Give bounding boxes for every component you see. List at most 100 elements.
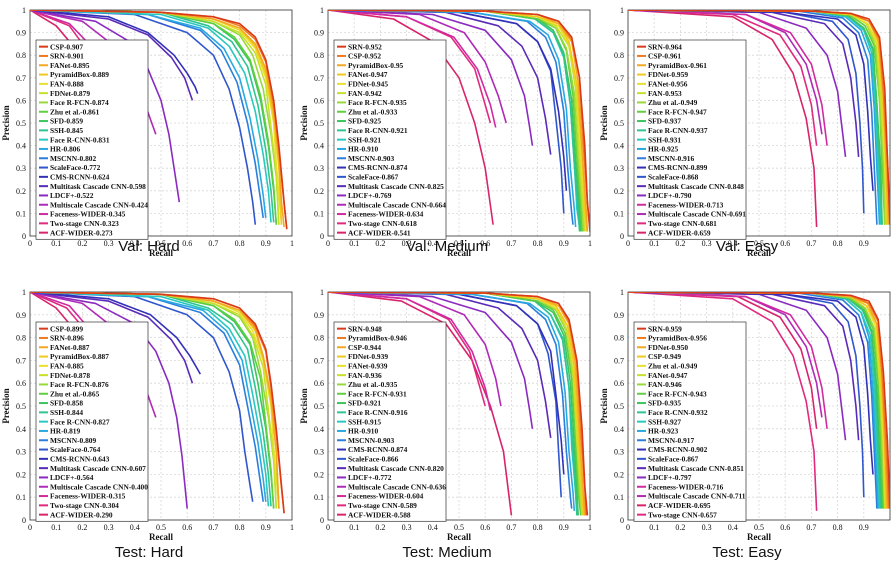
- series-line: [30, 292, 264, 502]
- legend-entry: FAN-0.953: [648, 89, 682, 98]
- legend-entry: Faceness-WIDER-0.716: [648, 482, 724, 491]
- x-tick-label: 0.4: [728, 523, 738, 532]
- chart-panel: 0 0.1 0.2 0.3 0.4 0.5 0.6 0.7 0.8 0.9 1 0 0.1 0.2 0.3 0…: [298, 284, 596, 568]
- legend-entry: SSH-0.927: [648, 417, 681, 426]
- y-tick-label: 0.8: [614, 51, 624, 60]
- legend-entry: MSCNN-0.802: [50, 154, 96, 163]
- series-line: [30, 10, 257, 225]
- x-tick-label: 0.2: [675, 523, 685, 532]
- y-tick-label: 0.6: [314, 96, 324, 105]
- y-tick-label: 0.4: [314, 425, 324, 434]
- legend-entry: CMS-RCNN-0.902: [648, 445, 708, 454]
- series-line: [30, 10, 288, 230]
- legend-entry: Face R-FCN-0.931: [348, 389, 407, 398]
- legend-entry: SRN-0.952: [348, 42, 382, 51]
- y-tick-label: 0.7: [16, 74, 26, 83]
- y-tick-label: 0.7: [314, 74, 324, 83]
- x-tick-label: 0.5: [754, 239, 764, 248]
- x-tick-label: 0.9: [261, 239, 271, 248]
- legend-entry: Face R-CNN-0.827: [50, 417, 110, 426]
- series-group: [328, 10, 590, 232]
- legend-entry: HR-0.923: [648, 427, 678, 436]
- legend-entry: MSCNN-0.809: [50, 436, 96, 445]
- y-tick-label: 1: [22, 288, 26, 297]
- legend-entry: Zhu et al.-0.935: [348, 380, 398, 389]
- legend-entry: SFD-0.937: [648, 117, 681, 126]
- pr-chart: 0 0.1 0.2 0.3 0.4 0.5 0.6 0.7 0.8 0.9 0 0.1 0.2 0.3 0.…: [599, 288, 891, 542]
- x-tick-label: 0.7: [208, 523, 218, 532]
- axes-frame: [29, 9, 293, 237]
- series-line: [30, 292, 201, 375]
- legend-entry: CMS-RCNN-0.899: [648, 163, 708, 172]
- y-tick-label: 0.3: [314, 448, 324, 457]
- legend-entry: Face R-CNN-0.916: [348, 408, 408, 417]
- legend-entry: ACF-WIDER-0.695: [648, 501, 711, 510]
- x-tick-label: 0: [626, 239, 630, 248]
- legend-entry: Multitask Cascade CNN-0.848: [648, 182, 744, 191]
- x-tick-label: 0.6: [182, 239, 192, 248]
- legend-entry: ScaleFace-0.867: [648, 454, 699, 463]
- x-tick-label: 0.7: [506, 239, 516, 248]
- legend-entry: SFD-0.935: [648, 399, 681, 408]
- legend-entry: FANet-0.939: [348, 361, 388, 370]
- legend-entry: SRN-0.901: [50, 52, 84, 61]
- chart-caption: Test: Medium: [402, 544, 492, 561]
- series-line: [30, 292, 188, 509]
- legend-entry: HR-0.819: [50, 427, 80, 436]
- pr-chart: 0 0.1 0.2 0.3 0.4 0.5 0.6 0.7 0.8 0.9 1 0 0.1 0.2 0.3 0…: [299, 6, 592, 258]
- series-line: [628, 10, 890, 225]
- legend-entry: FDNet-0.879: [50, 89, 90, 98]
- x-tick-label: 0.4: [130, 523, 140, 532]
- x-tick-label: 0.3: [402, 239, 412, 248]
- legend-entry: Face R-FCN-0.947: [648, 107, 707, 116]
- y-tick-label: 0.8: [314, 51, 324, 60]
- y-tick-label: 0.8: [314, 334, 324, 343]
- legend-entry: Multitask Cascade CNN-0.607: [50, 464, 146, 473]
- y-tick-label: 1: [320, 288, 324, 297]
- chart-caption: Val: Hard: [118, 238, 180, 255]
- legend-entry: FDNet-0.945: [348, 79, 388, 88]
- x-tick-label: 0.6: [780, 523, 790, 532]
- chart-caption: Val: Medium: [405, 238, 489, 255]
- y-tick-label: 0.7: [614, 74, 624, 83]
- y-tick-label: 0: [320, 232, 324, 241]
- legend-entry: FAN-0.946: [648, 380, 682, 389]
- x-axis-label: Recall: [447, 532, 471, 542]
- y-tick-label: 0.1: [614, 493, 624, 502]
- y-axis-label: Precision: [299, 105, 309, 140]
- legend-entry: Faceness-WIDER-0.713: [648, 200, 724, 209]
- series-line: [30, 10, 275, 223]
- legend-entry: Zhu et al.-0.861: [50, 107, 100, 116]
- y-tick-label: 0.9: [314, 311, 324, 320]
- series-line: [328, 292, 589, 516]
- legend-entry: PyramidBox-0.95: [348, 61, 404, 70]
- y-tick-label: 0: [620, 516, 624, 525]
- x-tick-label: 0: [28, 523, 32, 532]
- legend-entry: SFD-0.859: [50, 117, 83, 126]
- legend-entry: Face R-FCN-0.874: [50, 98, 109, 107]
- x-tick-label: 0.6: [780, 239, 790, 248]
- legend-entry: LDCF+-0.772: [348, 473, 392, 482]
- y-tick-label: 0.3: [16, 164, 26, 173]
- y-tick-label: 0.3: [614, 448, 624, 457]
- y-tick-label: 0.5: [16, 119, 26, 128]
- legend-entry: Face R-FCN-0.876: [50, 380, 109, 389]
- series-line: [328, 10, 577, 228]
- series-line: [30, 10, 199, 94]
- series-line: [628, 10, 878, 225]
- legend-entry: SSH-0.921: [348, 135, 381, 144]
- x-tick-label: 0.3: [702, 239, 712, 248]
- legend-entry: HR-0.925: [648, 145, 678, 154]
- legend-entry: ScaleFace-0.868: [648, 172, 699, 181]
- legend-entry: PyramidBox-0.961: [648, 61, 707, 70]
- legend-entry: FAN-0.885: [50, 361, 84, 370]
- y-axis-label: Precision: [299, 388, 309, 423]
- series-line: [628, 292, 828, 429]
- y-tick-label: 0: [22, 516, 26, 525]
- x-tick-label: 0.6: [480, 523, 490, 532]
- y-tick-label: 0.4: [16, 425, 26, 434]
- legend-entry: ACF-WIDER-0.290: [50, 510, 113, 519]
- x-tick-label: 1: [588, 239, 592, 248]
- legend-entry: MSCNN-0.903: [348, 436, 394, 445]
- legend-entry: Two-stage CNN-0.681: [648, 219, 717, 228]
